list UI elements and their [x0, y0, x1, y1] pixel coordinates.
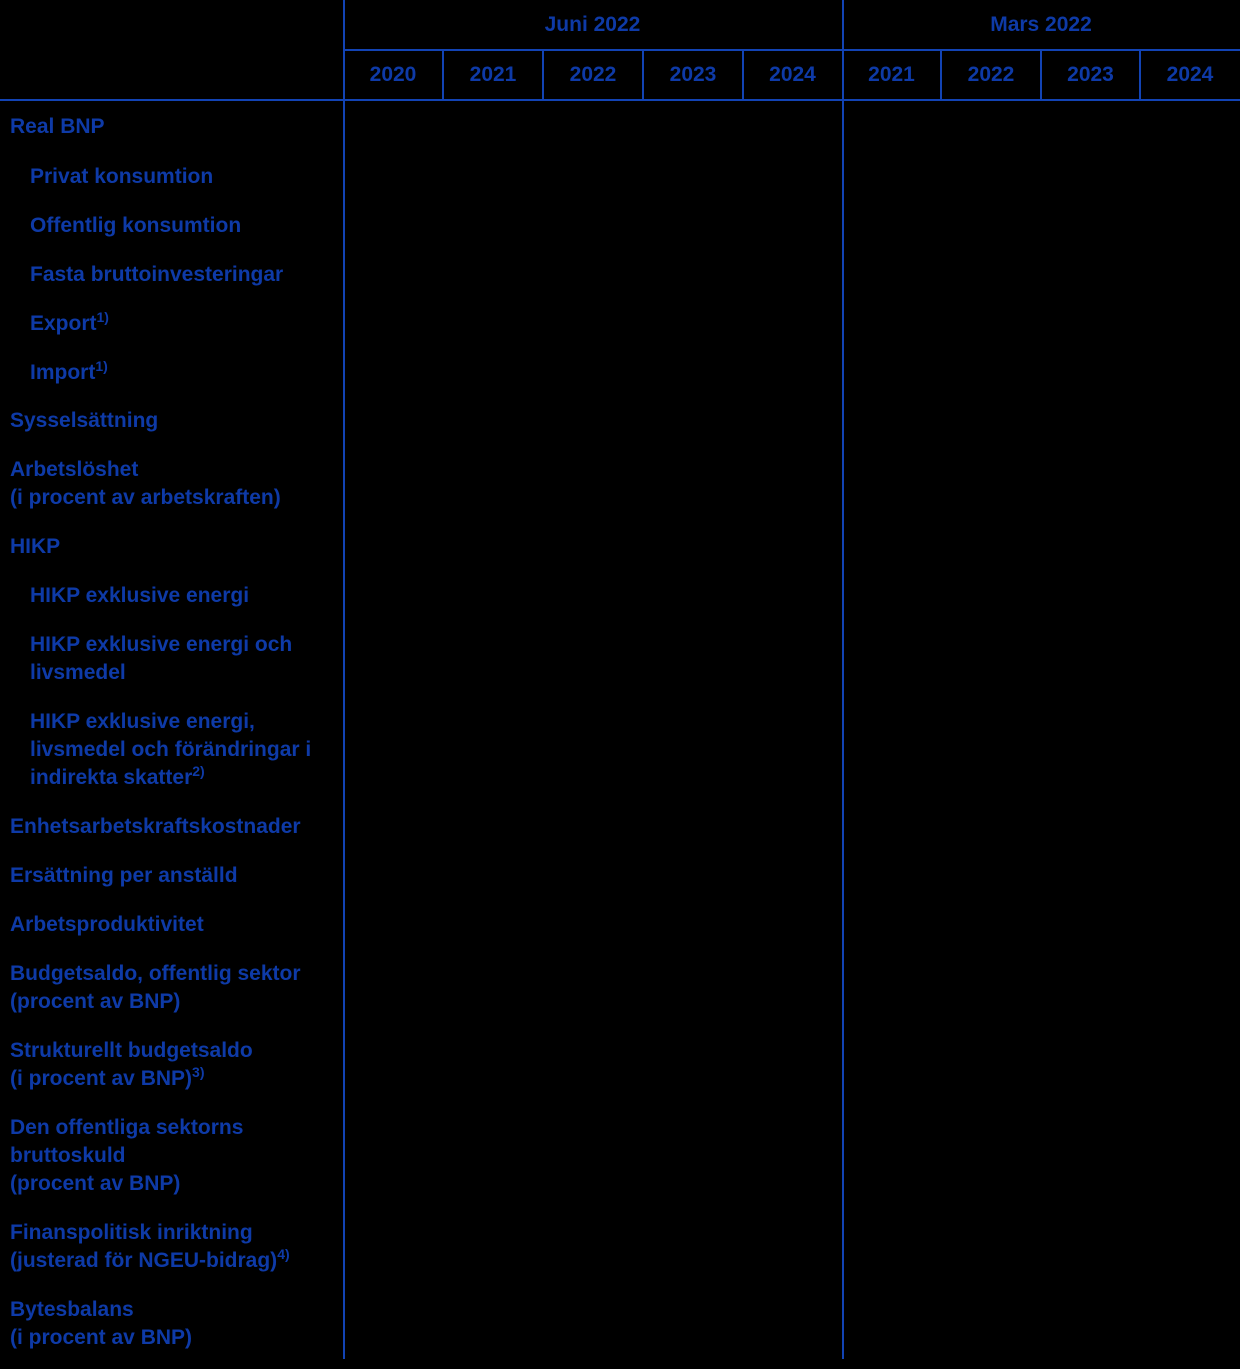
row-label-line: Real BNP: [10, 115, 105, 138]
row-label-privat-konsumtion: Privat konsumtion: [0, 163, 343, 191]
row-label-line: HIKP exklusive energi,: [30, 710, 255, 733]
row-label-import: Import1): [0, 359, 343, 387]
row-label-real-bnp: Real BNP: [0, 113, 343, 141]
row-label-fasta-bruttoinvesteringar: Fasta bruttoinvesteringar: [0, 261, 343, 289]
column-group-header-mars-2022: Mars 2022: [990, 13, 1092, 36]
row-label-line: Den offentliga sektorns: [10, 1116, 244, 1139]
row-label-line: livsmedel och förändringar i: [30, 738, 312, 761]
year-header-cell: 2023: [669, 63, 717, 86]
row-label-line: Finanspolitisk inriktning: [10, 1221, 253, 1244]
row-label-enhetsarbetskraftskostnader: Enhetsarbetskraftskostnader: [0, 813, 343, 841]
row-label-line: (i procent av BNP)3): [10, 1064, 205, 1090]
year-column-separator: [1139, 49, 1141, 99]
year-column-separator: [442, 49, 444, 99]
row-label-line: Import1): [30, 358, 108, 384]
year-column-separator: [742, 49, 744, 99]
row-label-offentlig-konsumtion: Offentlig konsumtion: [0, 212, 343, 240]
header-bottom-border: [0, 99, 1240, 101]
column-group-header-juni-2022: Juni 2022: [544, 13, 641, 36]
row-label-line: Fasta bruttoinvesteringar: [30, 263, 284, 286]
row-label-line: livsmedel: [30, 661, 126, 684]
row-label-sysselsattning: Sysselsättning: [0, 407, 343, 435]
row-label-finanspolitisk-inriktning: Finanspolitisk inriktning (justerad för …: [0, 1219, 343, 1275]
row-label-offentliga-sektorns-bruttoskuld: Den offentliga sektorns bruttoskuld (pro…: [0, 1114, 343, 1198]
year-header-cell: 2021: [469, 63, 517, 86]
year-header-cell: 2020: [369, 63, 417, 86]
row-label-line: Bytesbalans: [10, 1298, 134, 1321]
year-column-separator: [940, 49, 942, 99]
group-divider-line-left: [343, 0, 345, 1359]
year-column-separator: [642, 49, 644, 99]
row-label-line: Arbetslöshet: [10, 458, 139, 481]
row-label-budgetsaldo: Budgetsaldo, offentlig sektor (procent a…: [0, 960, 343, 1016]
row-label-hikp: HIKP: [0, 533, 343, 561]
year-header-cell: 2022: [569, 63, 617, 86]
row-label-arbetsproduktivitet: Arbetsproduktivitet: [0, 911, 343, 939]
footnote-marker: 1): [95, 358, 108, 374]
row-label-line: Offentlig konsumtion: [30, 214, 242, 237]
year-column-separator: [542, 49, 544, 99]
row-label-bytesbalans: Bytesbalans (i procent av BNP): [0, 1296, 343, 1352]
year-column-separator: [1040, 49, 1042, 99]
row-label-line: Export1): [30, 309, 109, 335]
row-label-line: Strukturellt budgetsaldo: [10, 1039, 253, 1062]
row-label-line: Sysselsättning: [10, 409, 159, 432]
row-label-line: Ersättning per anställd: [10, 864, 238, 887]
footnote-marker: 3): [192, 1064, 205, 1080]
row-label-line: Enhetsarbetskraftskostnader: [10, 815, 301, 838]
row-label-line: Budgetsaldo, offentlig sektor: [10, 962, 301, 985]
year-row-top-border: [343, 49, 1240, 51]
footnote-marker: 1): [96, 309, 109, 325]
year-header-cell: 2022: [967, 63, 1015, 86]
row-label-hikp-exklusive-energi-livsmedel-skatter: HIKP exklusive energi, livsmedel och för…: [0, 708, 343, 792]
year-header-cell: 2024: [1166, 63, 1214, 86]
row-label-ersattning-per-anstalld: Ersättning per anställd: [0, 862, 343, 890]
row-label-line: HIKP exklusive energi: [30, 584, 250, 607]
row-label-export: Export1): [0, 310, 343, 338]
row-label-strukturellt-budgetsaldo: Strukturellt budgetsaldo (i procent av B…: [0, 1037, 343, 1093]
year-header-cell: 2021: [868, 63, 915, 86]
row-label-line: HIKP exklusive energi och: [30, 633, 293, 656]
group-divider-line-middle: [842, 0, 844, 1359]
row-label-line: HIKP: [10, 535, 61, 558]
row-label-line: Privat konsumtion: [30, 165, 214, 188]
row-label-line: bruttoskuld: [10, 1144, 126, 1167]
year-header-cell: 2024: [769, 63, 816, 86]
row-label-hikp-exklusive-energi-livsmedel: HIKP exklusive energi och livsmedel: [0, 631, 343, 687]
row-label-line: (procent av BNP): [10, 990, 181, 1013]
row-label-arbetsloshet: Arbetslöshet (i procent av arbetskraften…: [0, 456, 343, 512]
row-label-line: (i procent av BNP): [10, 1326, 193, 1349]
row-label-line: (i procent av arbetskraften): [10, 486, 281, 509]
year-header-cell: 2023: [1067, 63, 1114, 86]
row-label-hikp-exklusive-energi: HIKP exklusive energi: [0, 582, 343, 610]
row-label-line: indirekta skatter2): [30, 763, 205, 789]
row-label-line: (procent av BNP): [10, 1172, 181, 1195]
footnote-marker: 4): [277, 1246, 290, 1262]
row-label-line: Arbetsproduktivitet: [10, 913, 204, 936]
row-label-line: (justerad för NGEU-bidrag)4): [10, 1246, 290, 1272]
footnote-marker: 2): [192, 763, 205, 779]
